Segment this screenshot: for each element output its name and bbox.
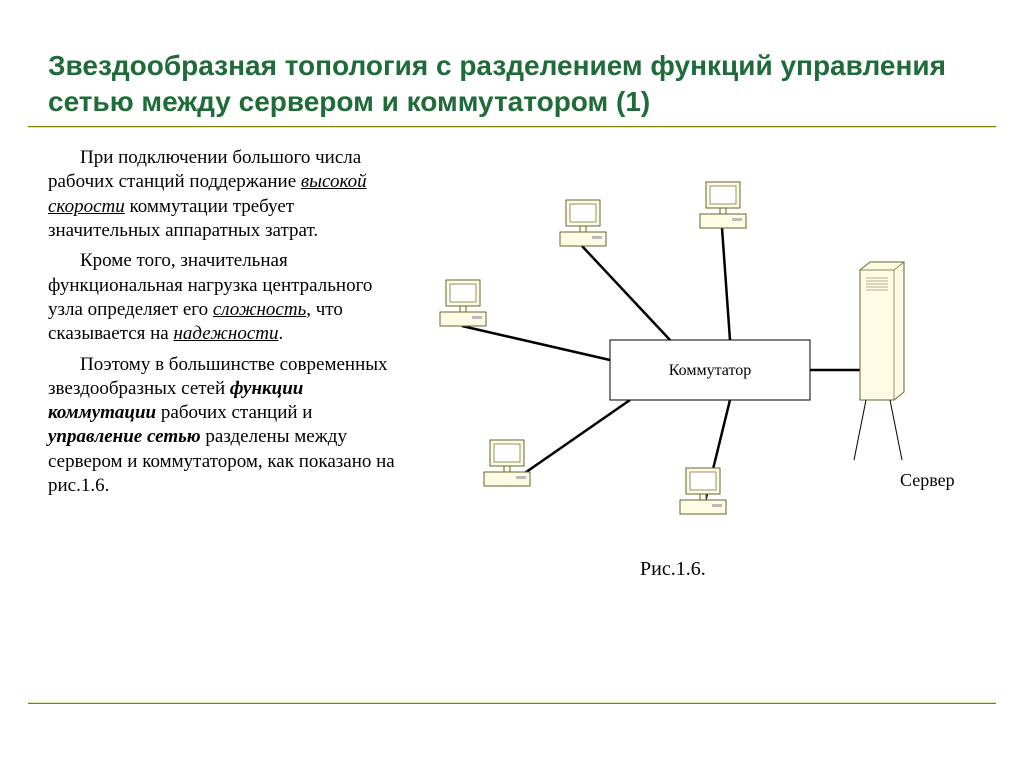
p3-bolditalic-2: управление сетью bbox=[48, 426, 201, 447]
paragraph-2: Кроме того, значительная функциональная … bbox=[48, 249, 408, 346]
server-label: Сервер bbox=[900, 470, 955, 491]
figure-caption: Рис.1.6. bbox=[640, 558, 706, 581]
divider-top bbox=[28, 126, 996, 128]
workstation-icon bbox=[680, 468, 726, 514]
p2-c: . bbox=[278, 323, 283, 344]
diagram-svg: Коммутатор bbox=[420, 150, 990, 600]
paragraph-1: При подключении большого числа рабочих с… bbox=[48, 146, 408, 243]
paragraph-3: Поэтому в большинстве современных звездо… bbox=[48, 353, 408, 499]
p3-b: рабочих станций и bbox=[156, 402, 312, 423]
slide-title: Звездообразная топология с разделением ф… bbox=[48, 48, 976, 121]
network-edge bbox=[722, 228, 730, 340]
workstation-icon bbox=[440, 280, 486, 326]
p3-a: Поэтому в большинстве современных звездо… bbox=[48, 354, 388, 399]
divider-bottom bbox=[28, 702, 996, 704]
switch-label: Коммутатор bbox=[669, 362, 751, 379]
network-edge bbox=[462, 326, 610, 360]
network-diagram: Коммутатор Рис.1.6. Сервер bbox=[420, 150, 990, 600]
workstation-icon bbox=[700, 182, 746, 228]
body-text: При подключении большого числа рабочих с… bbox=[48, 146, 408, 504]
workstation-icon bbox=[560, 200, 606, 246]
workstation-icon bbox=[484, 440, 530, 486]
p2-underline-2: надежности bbox=[173, 323, 278, 344]
network-edge bbox=[582, 246, 670, 340]
server-icon bbox=[854, 262, 904, 460]
p2-underline-1: сложность bbox=[213, 299, 306, 320]
